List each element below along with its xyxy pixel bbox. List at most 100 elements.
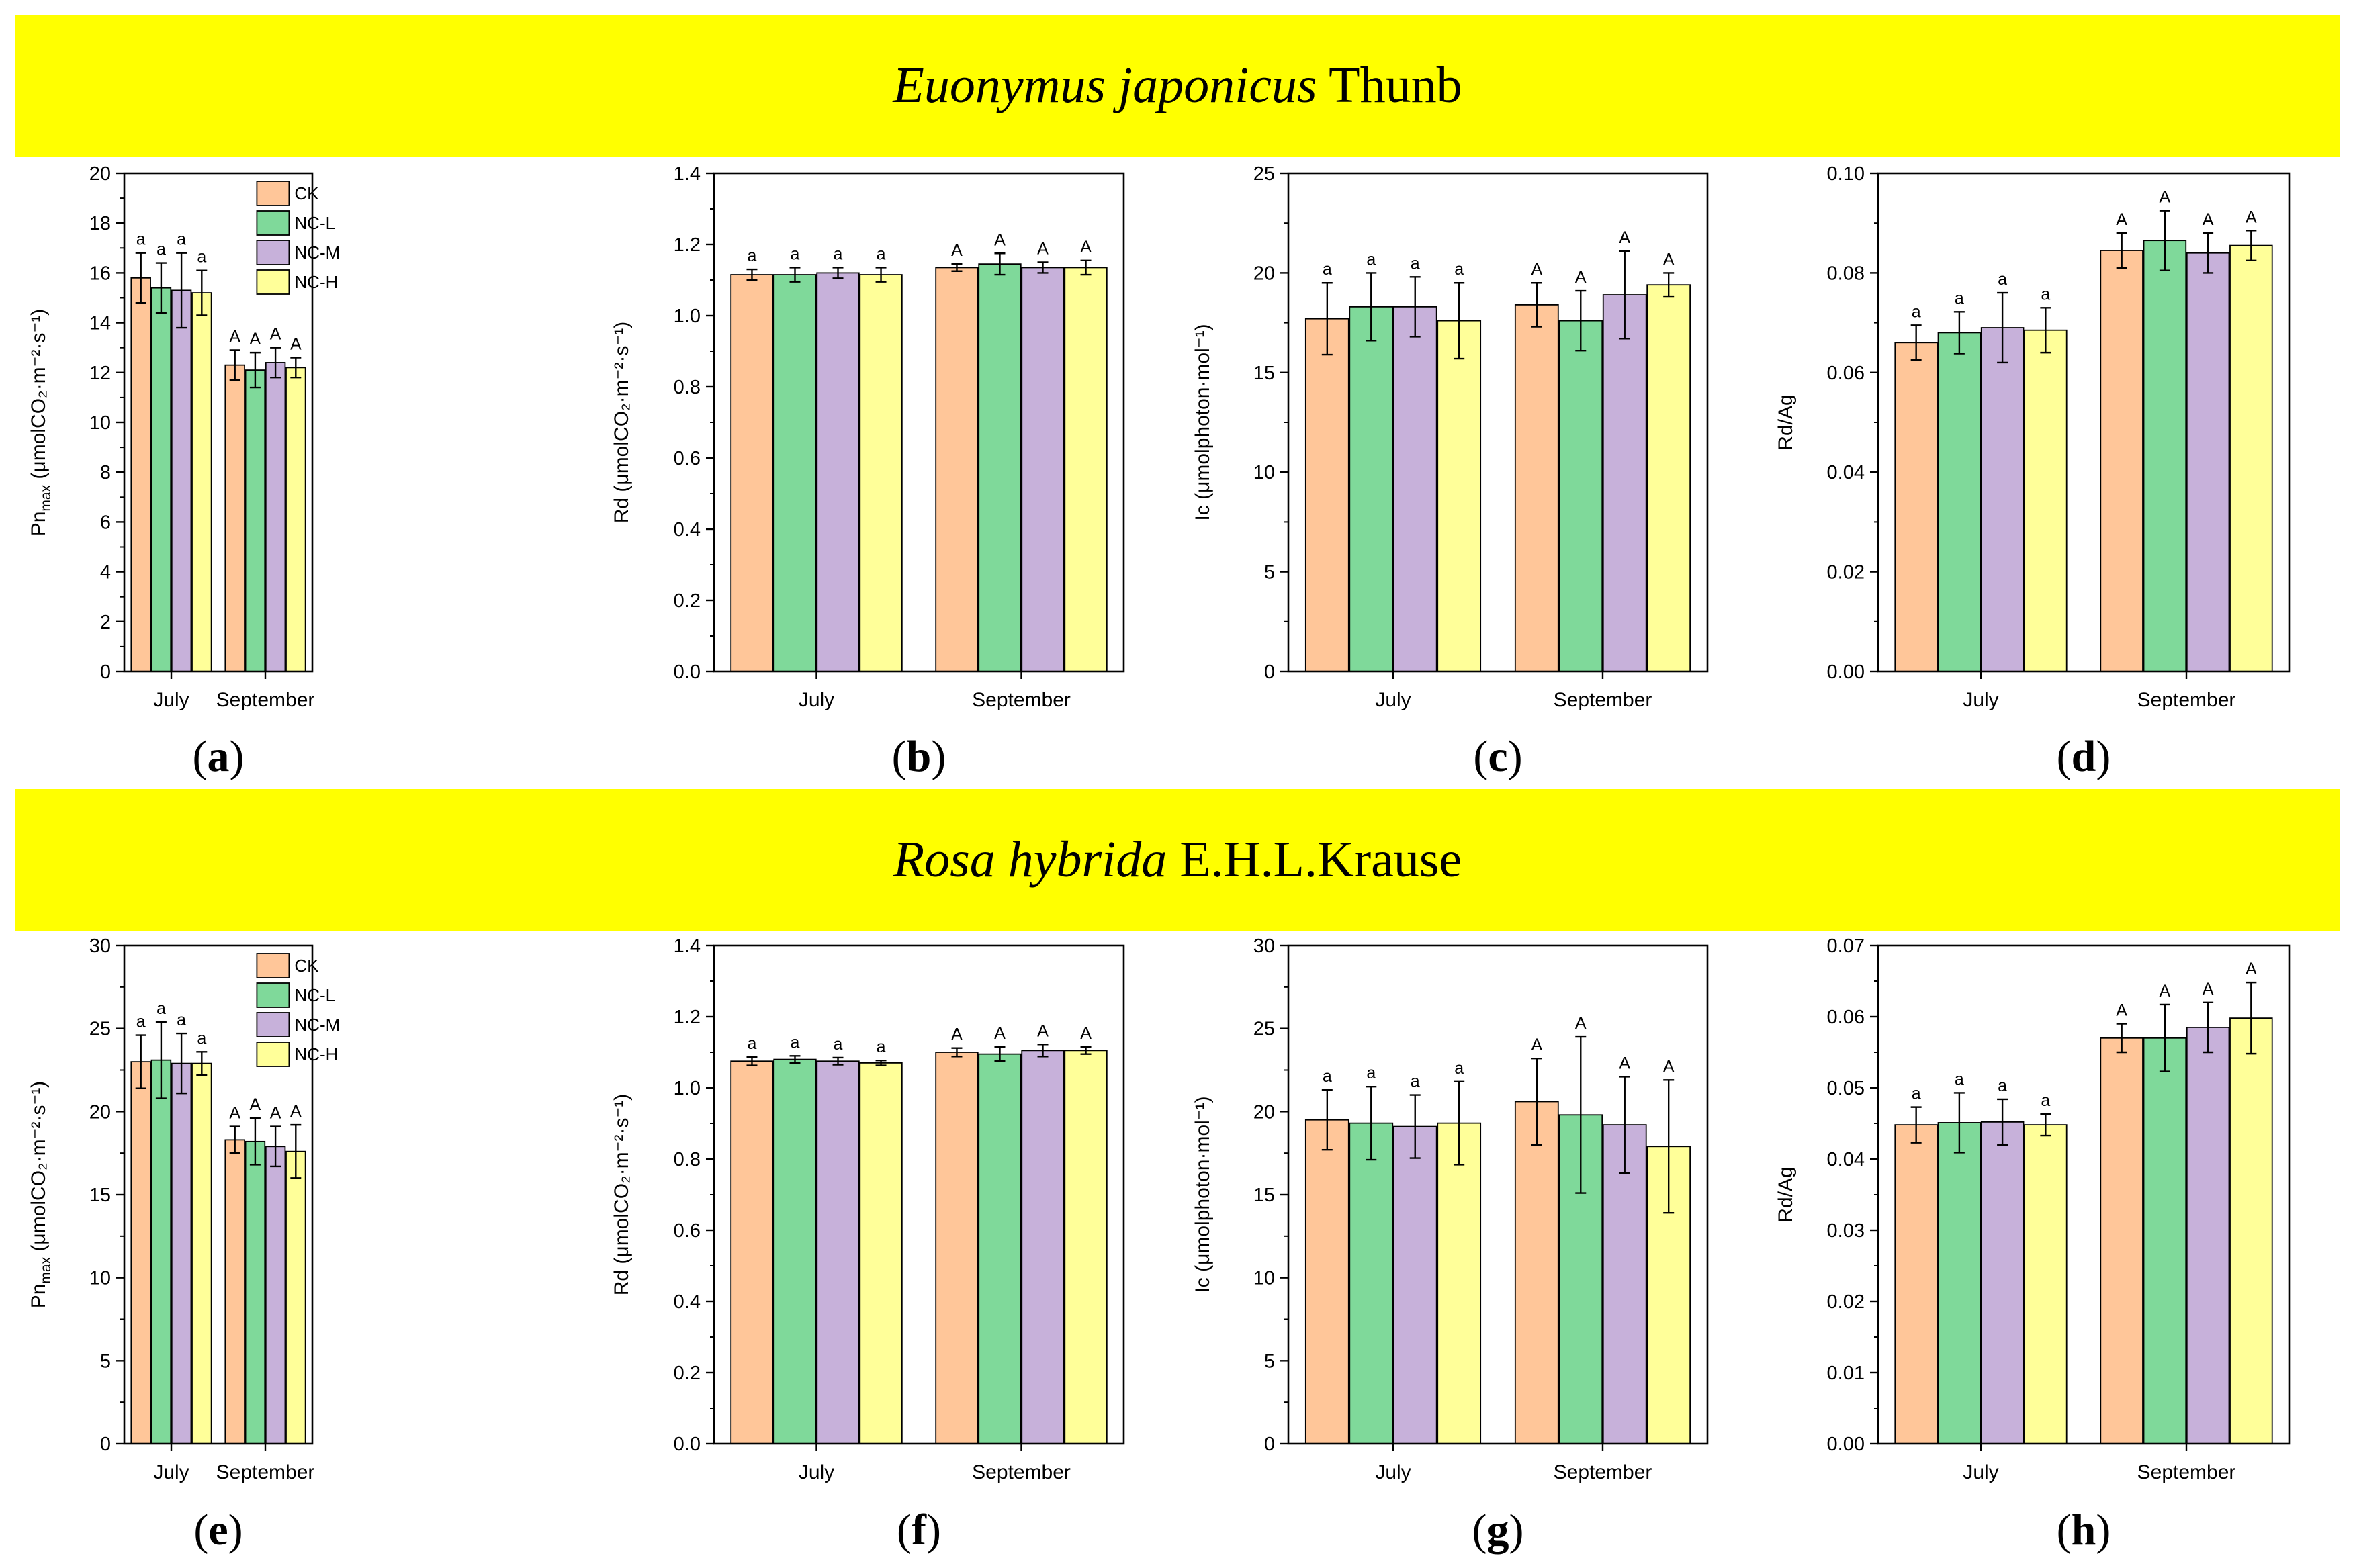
significance-letter: A	[1080, 238, 1092, 257]
error-bar-e-september-nc-m	[270, 1125, 281, 1168]
significance-letter: A	[2116, 210, 2127, 229]
y-tick-label: 1.2	[674, 1007, 701, 1028]
y-axis-label: Pnmax (μmolCO₂·m⁻²·s⁻¹)	[28, 1081, 54, 1309]
error-bar-a-july-nc-l	[155, 262, 167, 314]
significance-letter: A	[1575, 268, 1587, 287]
species-banner-top	[15, 15, 2340, 157]
error-bar-h-september-nc-l	[2159, 1003, 2170, 1072]
category-label: July	[1963, 689, 1998, 711]
y-tick-label: 0.6	[674, 448, 701, 469]
error-bar-h-september-ck	[2116, 1023, 2127, 1054]
significance-letter: A	[1575, 1014, 1587, 1033]
legend-swatch-ck	[256, 953, 290, 978]
error-bar-e-september-ck	[229, 1125, 240, 1154]
error-bar-a-july-nc-h	[196, 269, 208, 316]
y-tick-label: 0.04	[1827, 462, 1865, 483]
category-label: July	[1963, 1461, 1998, 1483]
legend-swatch-nc-m	[256, 240, 290, 265]
y-tick-label: 0.8	[674, 1149, 701, 1170]
category-label: September	[2137, 1461, 2236, 1483]
error-bar-d-september-nc-l	[2159, 210, 2170, 271]
significance-letter: A	[1531, 260, 1542, 279]
legend-swatch-nc-l	[256, 210, 290, 236]
significance-letter: a	[1411, 1072, 1420, 1091]
significance-letter: a	[1955, 1070, 1964, 1089]
error-bar-a-september-nc-h	[290, 357, 302, 379]
error-bar-g-july-nc-l	[1366, 1086, 1377, 1161]
significance-letter: a	[791, 1033, 800, 1052]
error-bar-d-september-ck	[2116, 232, 2127, 269]
chart-panel-f: a a a a July A A A A September 0.0 0.2 0.4 0.6 0.8 1.0 1…	[611, 935, 1125, 1555]
bar-h-september-nc-m	[2186, 1027, 2230, 1444]
significance-letter: A	[1663, 250, 1675, 269]
y-tick-label: 0	[100, 1434, 111, 1455]
bar-h-july-nc-l	[1937, 1122, 1982, 1444]
y-tick-label: 0	[1264, 661, 1275, 683]
y-tick-label: 0.04	[1827, 1149, 1865, 1170]
legend-swatch-nc-m	[256, 1012, 290, 1037]
y-tick-label: 0.05	[1827, 1078, 1865, 1099]
bar-g-july-nc-l	[1349, 1122, 1394, 1444]
y-tick-label: 0.0	[674, 1434, 701, 1455]
significance-letter: A	[1037, 240, 1049, 259]
y-tick-label: 25	[1253, 1019, 1275, 1040]
bar-e-july-ck	[130, 1061, 151, 1444]
bar-a-september-nc-m	[265, 362, 286, 672]
significance-letter: A	[250, 330, 261, 349]
bar-b-september-nc-l	[978, 263, 1022, 672]
bar-d-july-nc-l	[1937, 332, 1982, 672]
error-bar-d-september-nc-h	[2246, 230, 2257, 262]
error-bar-b-september-nc-h	[1080, 259, 1092, 276]
plot-frame	[713, 172, 1125, 673]
significance-letter: A	[2203, 980, 2214, 999]
y-tick-label: 18	[89, 213, 111, 234]
bar-f-july-nc-l	[773, 1058, 817, 1444]
legend: CK NC-L NC-M NC-H	[256, 953, 340, 1067]
bar-a-september-ck	[224, 364, 245, 672]
y-tick-label: 10	[1253, 1268, 1275, 1289]
error-bar-g-september-ck	[1531, 1057, 1542, 1146]
error-bar-e-july-nc-l	[155, 1021, 167, 1099]
bar-h-september-nc-l	[2143, 1037, 2187, 1444]
category-label: September	[1554, 1461, 1652, 1483]
legend-label-nc-h: NC-H	[294, 272, 338, 292]
error-bar-c-july-nc-l	[1366, 272, 1377, 342]
error-bar-g-july-nc-h	[1454, 1080, 1465, 1166]
y-tick-label: 10	[89, 412, 111, 434]
y-tick-label: 1.4	[674, 163, 701, 185]
legend-swatch-nc-h	[256, 1042, 290, 1067]
y-tick-label: 20	[89, 1101, 111, 1123]
significance-letter: A	[290, 335, 302, 354]
error-bar-h-july-nc-h	[2040, 1113, 2051, 1137]
bar-d-july-nc-h	[2024, 329, 2068, 672]
error-bar-c-september-ck	[1531, 282, 1542, 328]
bar-e-september-ck	[224, 1139, 245, 1444]
error-bar-f-september-nc-l	[994, 1046, 1006, 1062]
error-bar-a-july-ck	[135, 252, 146, 304]
bar-d-september-nc-m	[2186, 252, 2230, 672]
significance-letter: A	[1037, 1021, 1049, 1040]
category-label: July	[153, 1461, 189, 1483]
bar-f-september-nc-m	[1021, 1050, 1065, 1444]
significance-letter: A	[229, 1104, 240, 1123]
bar-c-september-nc-h	[1646, 284, 1691, 672]
y-tick-label: 20	[1253, 263, 1275, 284]
category-label: September	[2137, 689, 2236, 711]
y-tick-label: 0.03	[1827, 1220, 1865, 1242]
bar-c-september-nc-l	[1558, 320, 1603, 672]
legend-label-ck: CK	[294, 956, 319, 976]
y-tick-label: 20	[1253, 1101, 1275, 1123]
significance-letter: A	[1619, 228, 1630, 247]
y-tick-label: 5	[1264, 1350, 1275, 1372]
bar-b-july-nc-h	[859, 274, 903, 672]
significance-letter: a	[834, 244, 843, 263]
error-bar-h-july-nc-l	[1953, 1092, 1965, 1154]
legend-label-nc-m: NC-M	[294, 242, 340, 263]
significance-letter: a	[157, 999, 166, 1018]
category-label: July	[799, 1461, 834, 1483]
error-bar-b-july-nc-l	[789, 267, 801, 283]
category-label: July	[1375, 689, 1411, 711]
y-tick-label: 0.06	[1827, 1007, 1865, 1028]
